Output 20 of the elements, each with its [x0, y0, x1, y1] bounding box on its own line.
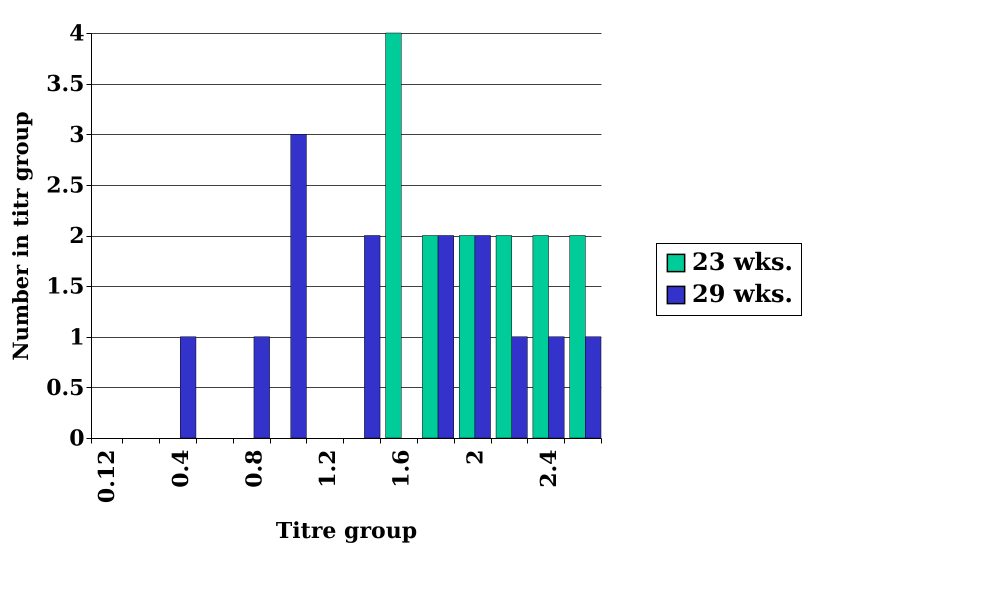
y-tick-label: 2 — [69, 223, 84, 249]
x-tick-label: 0.4 — [168, 450, 194, 488]
y-tick-label: 3 — [69, 122, 84, 148]
y-tick-label: 0 — [69, 426, 84, 452]
x-axis-title: Titre group — [276, 518, 418, 544]
y-tick-label: 0.5 — [46, 374, 84, 401]
y-axis-title: Number in titr group — [8, 111, 34, 361]
x-tick-label: 2 — [462, 450, 488, 465]
x-tick-label: 1.6 — [388, 450, 415, 488]
y-tick-label: 1.5 — [46, 274, 84, 300]
legend-label: 23 wks. — [692, 247, 793, 276]
y-tick-label: 4 — [69, 20, 84, 46]
x-tick-label: 2.4 — [536, 450, 562, 488]
y-tick-label: 3.5 — [46, 71, 84, 98]
y-tick-label: 2.5 — [46, 172, 84, 198]
x-tick-label: 0.8 — [241, 450, 268, 488]
y-tick-label: 1 — [69, 324, 84, 350]
legend-label: 29 wks. — [692, 279, 793, 308]
x-tick-label: 0.12 — [94, 450, 120, 504]
x-tick-label: 1.2 — [315, 450, 342, 488]
